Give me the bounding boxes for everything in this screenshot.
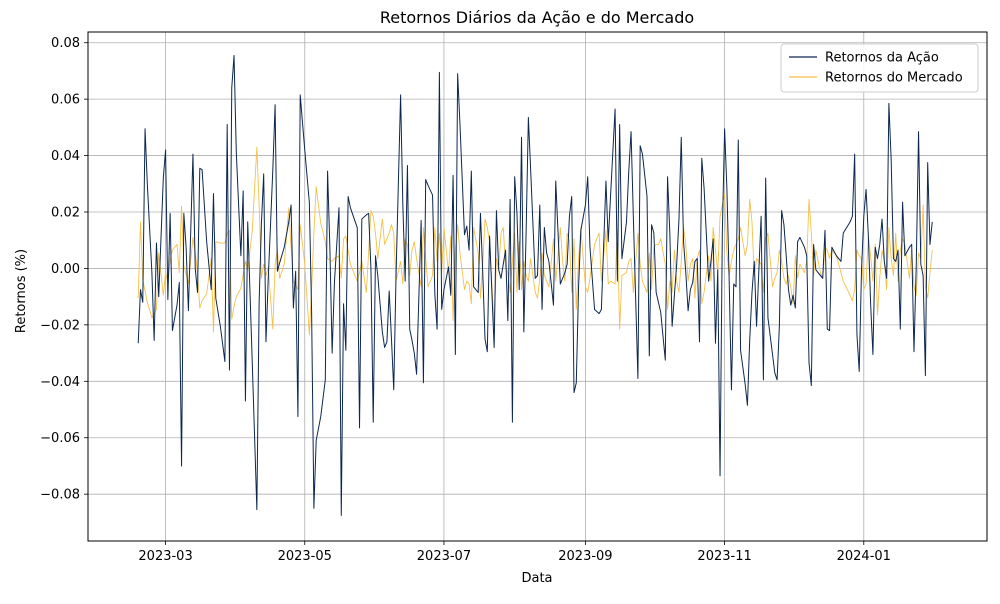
x-tick-label: 2023-07	[417, 549, 471, 564]
series-line-mercado	[137, 146, 933, 336]
y-tick-label: −0.08	[40, 488, 80, 503]
y-tick-label: 0.04	[51, 149, 80, 164]
y-tick-label: 0.00	[51, 262, 80, 277]
y-tick-label: 0.06	[51, 93, 80, 108]
x-tick-label: 2023-11	[697, 549, 751, 564]
series-lines	[137, 54, 933, 516]
y-axis-label: Retornos (%)	[14, 249, 29, 333]
y-axis-ticks: −0.08 −0.06 −0.04 −0.02 0.00 0.02 0.04 0.06 0.08	[40, 36, 88, 503]
y-tick-label: −0.04	[40, 375, 80, 390]
x-tick-label: 2023-03	[138, 549, 192, 564]
y-tick-label: −0.06	[40, 431, 80, 446]
x-tick-label: 2024-01	[837, 549, 891, 564]
legend: Retornos da Ação Retornos do Mercado	[780, 43, 979, 93]
y-tick-label: −0.02	[40, 318, 80, 333]
chart-title: Retornos Diários da Ação e do Mercado	[380, 8, 694, 27]
legend-label: Retornos da Ação	[825, 51, 939, 66]
legend-label: Retornos do Mercado	[825, 71, 963, 86]
x-axis-ticks: 2023-03 2023-05 2023-07 2023-09 2023-11 2024-…	[138, 541, 891, 564]
x-tick-label: 2023-09	[558, 549, 612, 564]
x-axis-label: Data	[521, 571, 552, 586]
series-line-acao	[137, 54, 933, 516]
y-tick-label: 0.08	[51, 36, 80, 51]
plot-area-frame	[87, 31, 988, 542]
y-tick-label: 0.02	[51, 206, 80, 221]
x-tick-label: 2023-05	[278, 549, 332, 564]
legend-box	[780, 43, 979, 93]
